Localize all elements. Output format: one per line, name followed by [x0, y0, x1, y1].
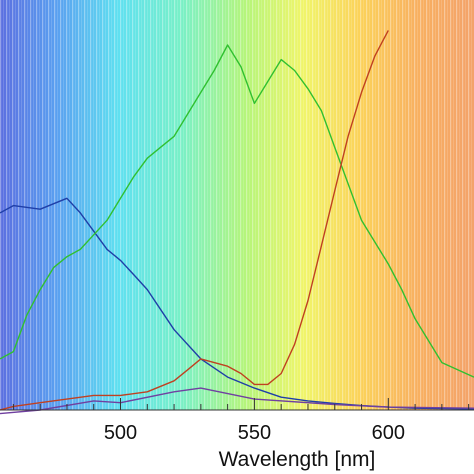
- x-tick-label: 600: [372, 422, 405, 444]
- x-axis-title: Wavelength [nm]: [219, 448, 376, 471]
- series-line-3: [0, 30, 389, 411]
- spectrum-stripes: [0, 0, 474, 410]
- x-tick-label: 500: [104, 422, 137, 444]
- plot-area: [0, 0, 474, 415]
- x-tick-labels: 500 550 600: [104, 422, 405, 444]
- series-line-2: [0, 44, 474, 378]
- x-tick-label: 550: [238, 422, 271, 444]
- x-axis: 500 550 600 Wavelength [nm]: [0, 398, 474, 471]
- x-tick-marks: [12, 398, 470, 410]
